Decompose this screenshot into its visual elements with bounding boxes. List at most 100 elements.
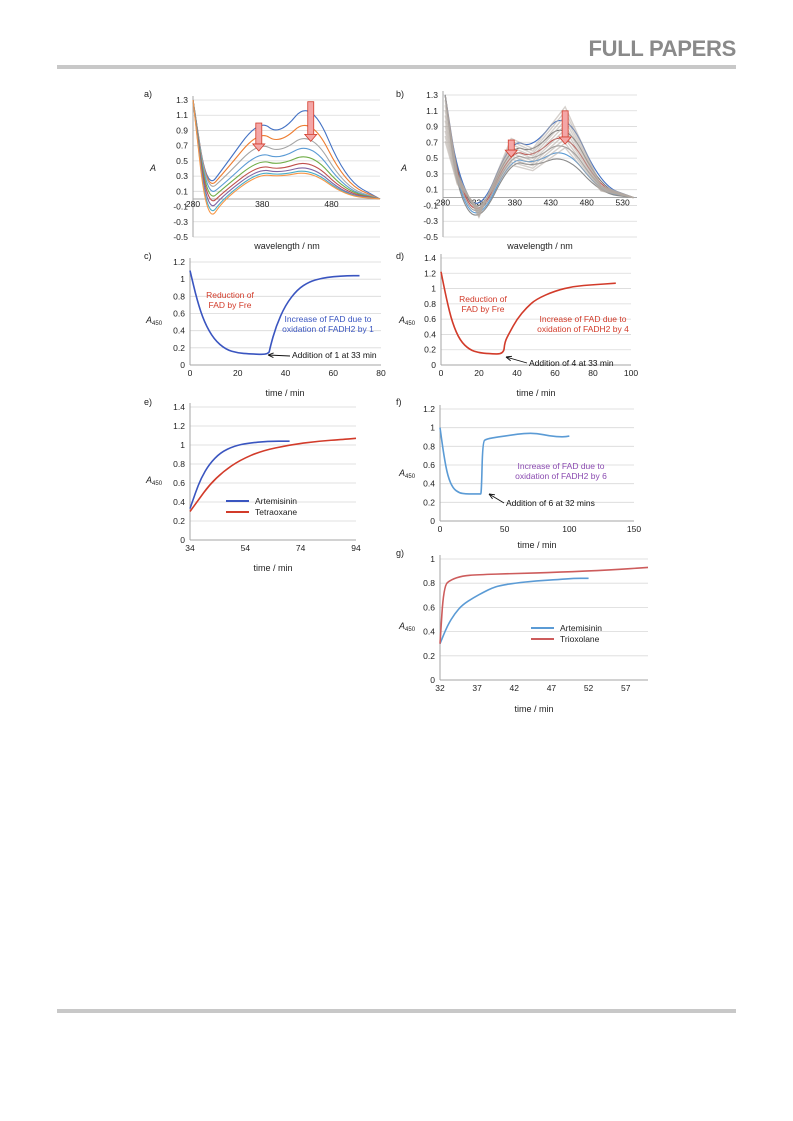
x-tick-label: 60 (550, 368, 560, 378)
panel-label: e) (144, 397, 152, 407)
y-tick-label: 0.3 (426, 169, 438, 179)
y-axis-label: A450 (145, 315, 163, 327)
x-tick-label: 0 (438, 524, 443, 534)
y-tick-label: 1.3 (176, 95, 188, 105)
legend-entry: Artemisinin (255, 496, 297, 506)
x-axis-label: time / min (514, 704, 553, 714)
chart-panel-d: d) 0 0.2 0.4 0.6 0.8 1 1.2 1.4 0 20 40 60 80 100 time /… (396, 251, 638, 398)
panel-label: d) (396, 251, 404, 261)
y-tick-label: 0.1 (426, 185, 438, 195)
annotation-addition: Addition of 6 at 32 mins (506, 498, 595, 508)
panel-label: b) (396, 89, 404, 99)
y-tick-label: 1.4 (173, 402, 185, 412)
y-tick-label: 1.2 (423, 404, 435, 414)
x-tick-label: 47 (547, 683, 557, 693)
y-tick-label: 0.4 (173, 326, 185, 336)
y-tick-label: 0.2 (424, 345, 436, 355)
y-tick-label: 0 (431, 360, 436, 370)
x-tick-label: 280 (186, 199, 200, 209)
peak-decrease-arrow (507, 139, 515, 151)
x-tick-label: 100 (562, 524, 576, 534)
legend-entry: Trioxolane (560, 634, 600, 644)
y-tick-label: 0.8 (423, 441, 435, 451)
y-tick-label: 0.5 (426, 153, 438, 163)
peak-arrow-head (558, 136, 573, 145)
x-tick-label: 380 (255, 199, 269, 209)
y-tick-label: -0.1 (423, 200, 438, 210)
x-tick-label: 20 (233, 368, 243, 378)
panel-label: g) (396, 548, 404, 558)
series-line-3 (444, 94, 634, 212)
x-axis-label: wavelength / nm (506, 241, 573, 251)
y-tick-label: 0.5 (176, 156, 188, 166)
series-line-artemisinin (189, 440, 290, 509)
x-tick-label: 54 (241, 543, 251, 553)
y-tick-label: 0.9 (176, 125, 188, 135)
series-line-trioxolane (439, 566, 649, 644)
series-line-0 (439, 427, 570, 495)
x-tick-label: 57 (621, 683, 631, 693)
y-tick-label: 1.1 (426, 106, 438, 116)
x-tick-label: 0 (439, 368, 444, 378)
y-tick-label: 1.3 (426, 90, 438, 100)
y-tick-label: 0.8 (173, 291, 185, 301)
y-tick-label: 0 (180, 535, 185, 545)
y-tick-label: 1 (431, 284, 436, 294)
y-tick-label: 1 (430, 423, 435, 433)
x-axis-label: time / min (265, 388, 304, 398)
y-tick-label: 0.3 (176, 171, 188, 181)
y-tick-label: 0.9 (426, 122, 438, 132)
y-tick-label: -0.3 (423, 216, 438, 226)
chart-panel-c: c) 0 0.2 0.4 0.6 0.8 1 1.2 0 20 40 60 80 time / min A4… (144, 251, 386, 398)
x-tick-label: 100 (624, 368, 638, 378)
y-tick-label: 0.6 (423, 602, 435, 612)
peak-decrease-arrow (561, 110, 569, 138)
y-tick-label: 1 (180, 440, 185, 450)
x-tick-label: 80 (376, 368, 386, 378)
y-tick-label: 0 (180, 360, 185, 370)
x-tick-label: 52 (584, 683, 594, 693)
x-tick-label: 32 (435, 683, 445, 693)
addition-arrow-head (505, 355, 513, 362)
chart-panel-f: f) 0 0.2 0.4 0.6 0.8 1 1.2 0 50 100 150 time / min A4… (396, 397, 641, 550)
chart-panel-g: g) 0 0.2 0.4 0.6 0.8 1 32 37 42 47 52 57 time / min A4… (396, 548, 649, 714)
chart-panel-a: a) -0.5 -0.3 -0.1 0.1 0.3 0.5 0.7 0.9 1.1 1.3 280 38… (144, 89, 381, 251)
x-tick-label: 74 (296, 543, 306, 553)
series-band-line (444, 140, 634, 210)
legend-entry: Tetraoxane (255, 507, 297, 517)
x-axis-label: time / min (516, 388, 555, 398)
y-tick-label: 0.7 (426, 137, 438, 147)
x-axis-label: time / min (253, 563, 292, 573)
y-tick-label: 0.8 (173, 459, 185, 469)
x-tick-label: 40 (512, 368, 522, 378)
y-tick-label: 0.4 (173, 497, 185, 507)
y-tick-label: 0.4 (424, 329, 436, 339)
x-tick-label: 42 (510, 683, 520, 693)
y-tick-label: -0.5 (173, 232, 188, 242)
peak-arrow-head (251, 143, 266, 152)
y-tick-label: 1 (180, 274, 185, 284)
annotation-addition: Addition of 1 at 33 min (292, 350, 377, 360)
y-axis-label: A (149, 163, 156, 173)
y-tick-label: 0.8 (424, 299, 436, 309)
y-axis-label: A450 (145, 475, 163, 487)
y-tick-label: 0.4 (423, 479, 435, 489)
series-line-tetraoxane (189, 437, 357, 512)
x-tick-label: 480 (324, 199, 338, 209)
series-line-0 (189, 270, 360, 356)
y-tick-label: 1.2 (173, 421, 185, 431)
series-line-0 (440, 271, 616, 355)
x-tick-label: 94 (351, 543, 361, 553)
y-axis-label: A450 (398, 621, 416, 633)
footer-rule (57, 1009, 736, 1013)
y-tick-label: 1.2 (173, 257, 185, 267)
addition-arrow-head (267, 352, 274, 358)
peak-decrease-arrow (255, 122, 263, 145)
addition-arrow-head (488, 493, 496, 500)
y-tick-label: -0.5 (423, 232, 438, 242)
annotation-increase: Increase of FAD due to oxidation of FADH2… (515, 461, 607, 481)
y-tick-label: 1.2 (424, 268, 436, 278)
x-tick-label: 37 (472, 683, 482, 693)
